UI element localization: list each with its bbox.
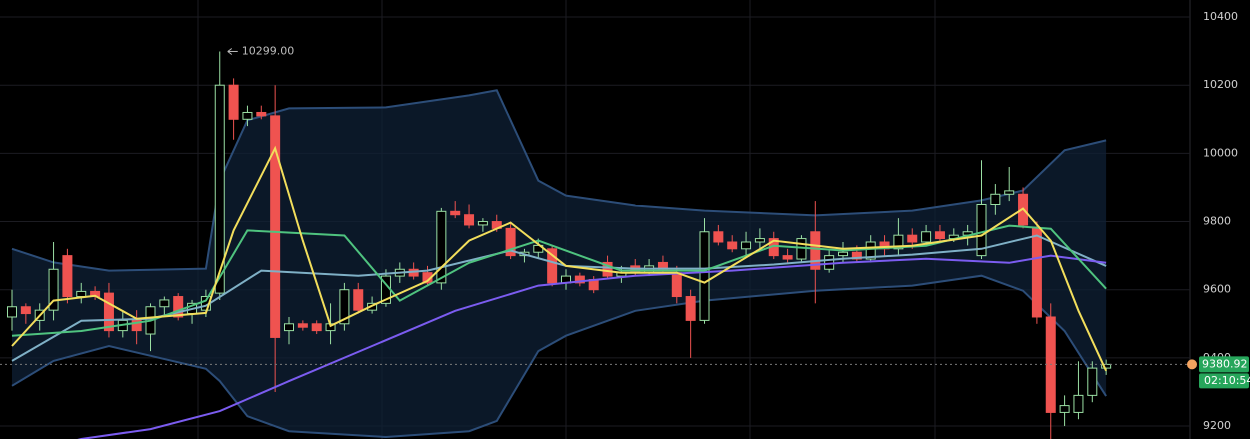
candle-body — [810, 231, 821, 270]
candle-body — [242, 111, 253, 120]
candle-body — [1087, 367, 1098, 396]
candle-body — [228, 84, 239, 120]
candle-body — [173, 296, 184, 318]
band-lower — [11, 274, 1107, 439]
candle-body — [990, 193, 1001, 206]
candle-body — [713, 231, 724, 243]
candle-body — [574, 275, 585, 284]
candle-body — [782, 255, 793, 260]
high-marker-arrowhead — [227, 48, 233, 55]
candle-body — [339, 289, 350, 325]
countdown-label: 02:10:54 — [1204, 374, 1250, 387]
candle-body — [353, 289, 364, 311]
candle-body — [311, 323, 322, 332]
candle-body — [1073, 394, 1084, 413]
candle-body — [699, 231, 710, 321]
candle-body — [159, 299, 170, 308]
candle-body — [685, 296, 696, 321]
candle-body — [547, 248, 558, 284]
candle-body — [893, 234, 904, 250]
countdown-box — [1199, 373, 1249, 389]
candle-body — [505, 227, 516, 257]
plot-area — [0, 16, 1190, 439]
candle-body — [754, 238, 765, 243]
candle-body — [741, 241, 752, 250]
candle-body — [62, 255, 73, 298]
candle-body — [284, 323, 294, 332]
candle-body — [865, 241, 876, 260]
candle-body — [270, 115, 281, 338]
y-tick-label: 9200 — [1203, 419, 1231, 432]
candle-body — [602, 261, 613, 277]
y-tick-label: 9800 — [1203, 215, 1231, 228]
candle-body — [1031, 227, 1042, 318]
candle-body — [921, 231, 932, 243]
last-price-label: 9380.92 — [1202, 357, 1248, 370]
candle-body — [1059, 405, 1070, 413]
y-tick-label: 10200 — [1203, 78, 1238, 91]
candle-body — [76, 290, 87, 298]
candle-body — [838, 251, 848, 257]
candle-body — [436, 210, 447, 284]
candle-body — [671, 272, 682, 298]
candle-body — [477, 221, 488, 226]
candle-body — [7, 306, 17, 318]
candle-body — [297, 323, 308, 328]
last-price-dot — [1187, 359, 1197, 370]
band-upper — [11, 89, 1107, 272]
candle-body — [824, 255, 835, 270]
candle-body — [934, 231, 945, 240]
candle-body — [48, 268, 59, 311]
high-marker-label: 10299.00 — [242, 44, 295, 57]
candle-body — [256, 111, 267, 117]
candle-body — [907, 234, 918, 243]
candle-body — [1004, 190, 1015, 195]
candle-body — [103, 292, 114, 332]
candle-body — [450, 210, 461, 216]
y-tick-label: 9600 — [1203, 283, 1231, 296]
last-price-box — [1199, 356, 1249, 373]
y-tick-label: 10400 — [1203, 10, 1238, 23]
indicator-line — [77, 254, 1107, 439]
candle-body — [131, 319, 142, 332]
candle-body — [464, 214, 475, 226]
candle-body — [20, 306, 31, 315]
candle-body — [727, 241, 738, 250]
y-tick-label: 10000 — [1203, 146, 1238, 159]
indicator-line — [11, 145, 1108, 372]
candle-body — [851, 251, 862, 260]
candle-body — [976, 204, 987, 257]
candle-body — [214, 84, 225, 294]
